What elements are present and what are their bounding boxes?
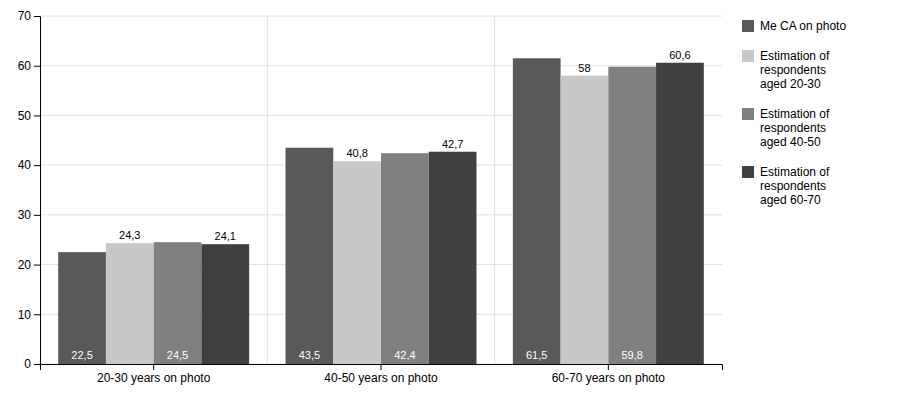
bar [561,76,609,364]
tick-label: 60-70 years on photo [552,371,666,385]
legend-label-line: respondents [760,179,826,193]
tick: 0 [24,357,40,371]
tick: 20 [18,258,40,272]
tick-mark [34,66,40,67]
group-separator [267,16,268,364]
series-bars [154,67,656,364]
bar [513,58,561,364]
legend-label-line: aged 20-30 [760,77,821,91]
series-bars [201,63,703,364]
bar [333,161,381,364]
data-label: 24,3 [119,229,140,241]
bar [381,153,429,364]
data-label: 58 [578,62,590,74]
tick-mark [608,364,609,370]
group-separator [494,16,495,364]
legend-label-line: Estimation of [760,165,830,179]
bar [608,67,656,364]
bar [656,63,704,364]
data-label: 22,5 [71,349,92,361]
legend-label: Estimation ofrespondentsaged 40-50 [760,107,830,149]
grid [40,16,722,364]
legend-item: Me CA on photo [742,19,846,33]
tick-mark [34,265,40,266]
data-label: 42,7 [442,138,463,150]
tick-mark [34,115,40,116]
data-label: 60,6 [669,49,690,61]
legend-label: Me CA on photo [760,19,846,33]
tick-label: 70 [18,9,32,23]
legend-item: Estimation ofrespondentsaged 60-70 [742,165,830,207]
bar [154,242,202,364]
axis-line [41,365,723,371]
legend-swatch [742,108,754,120]
tick: 10 [18,308,40,322]
tick-label: 0 [24,357,31,371]
grid-line [40,65,722,66]
tick: 40-50 years on photo [324,364,438,385]
legend-label-line: respondents [760,63,826,77]
legend-label-line: aged 40-50 [760,135,821,149]
tick-mark [153,364,154,370]
legend-label: Estimation ofrespondentsaged 60-70 [760,165,830,207]
tick-label: 10 [18,308,32,322]
tick-mark [34,364,40,365]
tick-label: 40 [18,158,32,172]
tick-label: 40-50 years on photo [324,371,438,385]
grid-line [40,16,722,17]
legend: Me CA on photoEstimation ofrespondentsag… [742,19,846,207]
bars [58,58,704,364]
plot: 22,5 43,5 61,5 24,3 40,8 58 24,5 42,4 59,8 24,1 42… [18,9,723,384]
tick: 40 [18,158,40,172]
legend-label-line: respondents [760,121,826,135]
data-labels: 22,5 43,5 61,5 24,3 40,8 58 24,5 42,4 59,8 24,1 42… [71,49,690,361]
series-bars [58,58,560,364]
bar [201,244,249,364]
legend-label-line: Me CA on photo [760,19,846,33]
tick: 60 [18,59,40,73]
data-label: 59,8 [621,349,642,361]
data-label: 24,5 [167,349,188,361]
legend-swatch [742,20,754,32]
legend-item: Estimation ofrespondentsaged 40-50 [742,107,830,149]
series-bars [106,76,608,364]
legend-item: Estimation ofrespondentsaged 20-30 [742,49,830,91]
tick: 60-70 years on photo [552,364,666,385]
tick-mark [34,16,40,17]
tick-label: 50 [18,109,32,123]
tick-mark [381,364,382,370]
data-label: 42,4 [394,349,415,361]
legend-swatch [742,50,754,62]
axis-line [34,17,41,365]
data-label: 61,5 [526,349,547,361]
chart: 22,5 43,5 61,5 24,3 40,8 58 24,5 42,4 59,8 24,1 42… [0,0,897,398]
tick-label: 20 [18,258,32,272]
tick: 20-30 years on photo [97,364,211,385]
tick-label: 20-30 years on photo [97,371,211,385]
x-axis: 20-30 years on photo 40-50 years on photo… [41,364,723,385]
data-label: 40,8 [346,147,367,159]
tick-mark [34,165,40,166]
legend-label-line: Estimation of [760,107,830,121]
bar [106,243,154,364]
tick: 50 [18,109,40,123]
legend-swatch [742,166,754,178]
legend-label-line: aged 60-70 [760,193,821,207]
bar [429,152,477,364]
tick-mark [34,314,40,315]
tick-label: 30 [18,208,32,222]
bar [58,252,106,364]
y-axis: 0 10 20 30 40 50 60 70 [18,9,41,371]
tick: 30 [18,208,40,222]
tick-mark [34,215,40,216]
bar [286,148,334,364]
data-label: 24,1 [215,230,236,242]
data-label: 43,5 [299,349,320,361]
tick: 70 [18,9,40,23]
legend-label-line: Estimation of [760,49,830,63]
tick-label: 60 [18,59,32,73]
legend-label: Estimation ofrespondentsaged 20-30 [760,49,830,91]
